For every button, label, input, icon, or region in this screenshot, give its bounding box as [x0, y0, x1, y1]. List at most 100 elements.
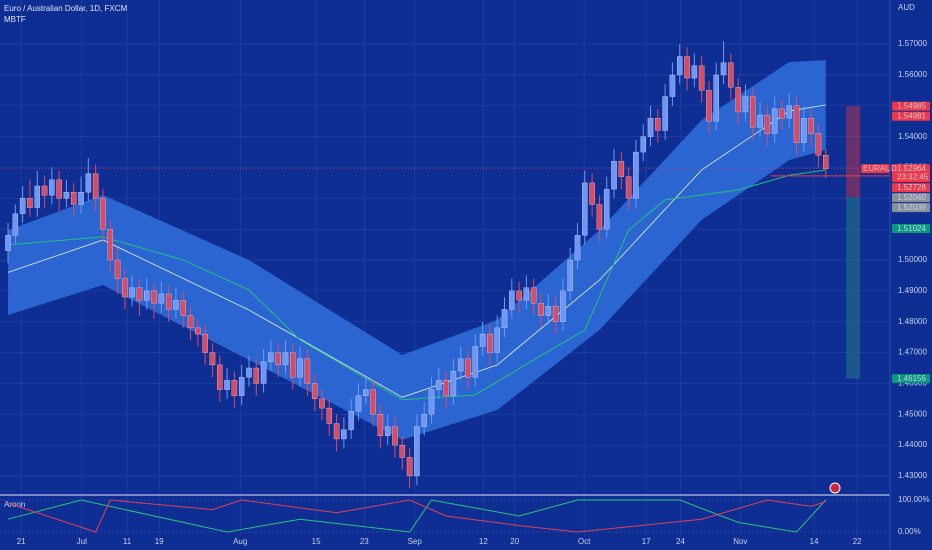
candle-body [100, 198, 106, 230]
candle-body [224, 380, 230, 390]
candle-body [457, 358, 464, 372]
candle-body [173, 299, 179, 310]
candle-body [815, 133, 822, 156]
candle-body [151, 290, 157, 304]
countdown: 23:32:45 [897, 173, 929, 182]
y-tick-label: 1.44000 [898, 440, 927, 449]
candle-body [275, 352, 281, 366]
candle-body [472, 346, 479, 378]
candle-body [231, 380, 238, 396]
candle-body [238, 377, 245, 396]
candle-body [596, 204, 603, 230]
trend-line [7, 169, 826, 401]
candle-body [12, 213, 19, 236]
price-label-box [892, 203, 930, 213]
candle-body [195, 327, 201, 335]
target-box [846, 106, 861, 198]
candle-body [749, 96, 756, 128]
candle-body [735, 87, 741, 113]
candle-body [713, 74, 719, 122]
candle-body [129, 287, 135, 298]
candle-body [114, 259, 121, 279]
candle-body [70, 192, 77, 205]
aroon-name: Aroon [4, 500, 25, 509]
price-label: 1.52728 [897, 183, 926, 192]
x-tick-label: 11 [123, 537, 132, 546]
candle-body [363, 389, 369, 396]
x-tick-label: 14 [810, 537, 819, 546]
x-tick-label: Oct [578, 537, 591, 546]
event-icon[interactable] [829, 482, 841, 494]
candle-body [290, 352, 296, 378]
candle-body [450, 370, 457, 396]
candle-body [319, 398, 325, 409]
x-tick-label: 23 [360, 537, 369, 546]
price-label: 1.46156 [897, 374, 926, 383]
candle-body [41, 185, 48, 196]
candle-body [92, 173, 99, 199]
candle-body [684, 56, 690, 79]
candle-body [698, 65, 705, 91]
candle-body [552, 306, 559, 322]
candle-body [560, 290, 566, 322]
candle-body [530, 287, 537, 304]
candle-body [377, 414, 384, 437]
candle-body [574, 235, 581, 261]
price-label: 1.54981 [897, 112, 926, 121]
aroon-tick-label: 0.00% [898, 527, 921, 536]
candle-body [297, 358, 303, 378]
candle-body [56, 179, 62, 199]
candle-body [260, 361, 267, 384]
symbol-box [861, 164, 890, 174]
candle-body [567, 259, 573, 292]
candle-body [509, 290, 515, 310]
candle-body [582, 182, 588, 236]
candle-body [669, 74, 676, 97]
candle-body [779, 108, 785, 119]
candle-body [487, 333, 493, 353]
x-tick-label: 12 [479, 537, 488, 546]
candle-body [618, 161, 625, 177]
candle-body [370, 389, 376, 415]
candle-body [414, 426, 420, 477]
candle-body [49, 179, 55, 196]
candle-body [538, 303, 544, 316]
price-label: 1.54985 [897, 102, 926, 111]
candle-body [786, 105, 792, 119]
aroon-up [7, 499, 827, 533]
x-tick-label: 19 [155, 537, 164, 546]
candle-body [611, 161, 617, 190]
candle-body [421, 414, 427, 427]
candle-body [63, 192, 70, 199]
candle-body [19, 198, 26, 214]
candle-body [311, 383, 318, 399]
candle-body [217, 364, 223, 390]
candle-body [5, 235, 11, 251]
price-label-box [892, 101, 930, 111]
candle-body [165, 293, 172, 310]
candle-body [633, 151, 639, 199]
price-label-box [892, 374, 930, 384]
candle-body [406, 457, 413, 477]
y-tick-label: 1.49000 [898, 286, 927, 295]
candle-body [808, 117, 814, 134]
candle-body [516, 290, 522, 301]
x-tick-label: Jul [77, 537, 87, 546]
candle-body [640, 136, 646, 153]
candle-body [823, 155, 829, 169]
x-tick-label: 24 [676, 537, 685, 546]
indicator-name: MBTF [4, 15, 26, 24]
price-label: 1.52964 [897, 164, 926, 173]
candle-body [333, 423, 340, 440]
y-tick-label: 1.56000 [898, 70, 927, 79]
candle-body [625, 176, 632, 199]
candle-body [691, 65, 698, 79]
symbol-label: EURAUD [863, 164, 897, 173]
candle-body [720, 62, 727, 76]
x-tick-label: 21 [17, 537, 26, 546]
x-tick-label: 15 [312, 537, 321, 546]
price-label-box [892, 193, 930, 203]
candle-body [34, 185, 40, 208]
candle-body [801, 117, 807, 143]
